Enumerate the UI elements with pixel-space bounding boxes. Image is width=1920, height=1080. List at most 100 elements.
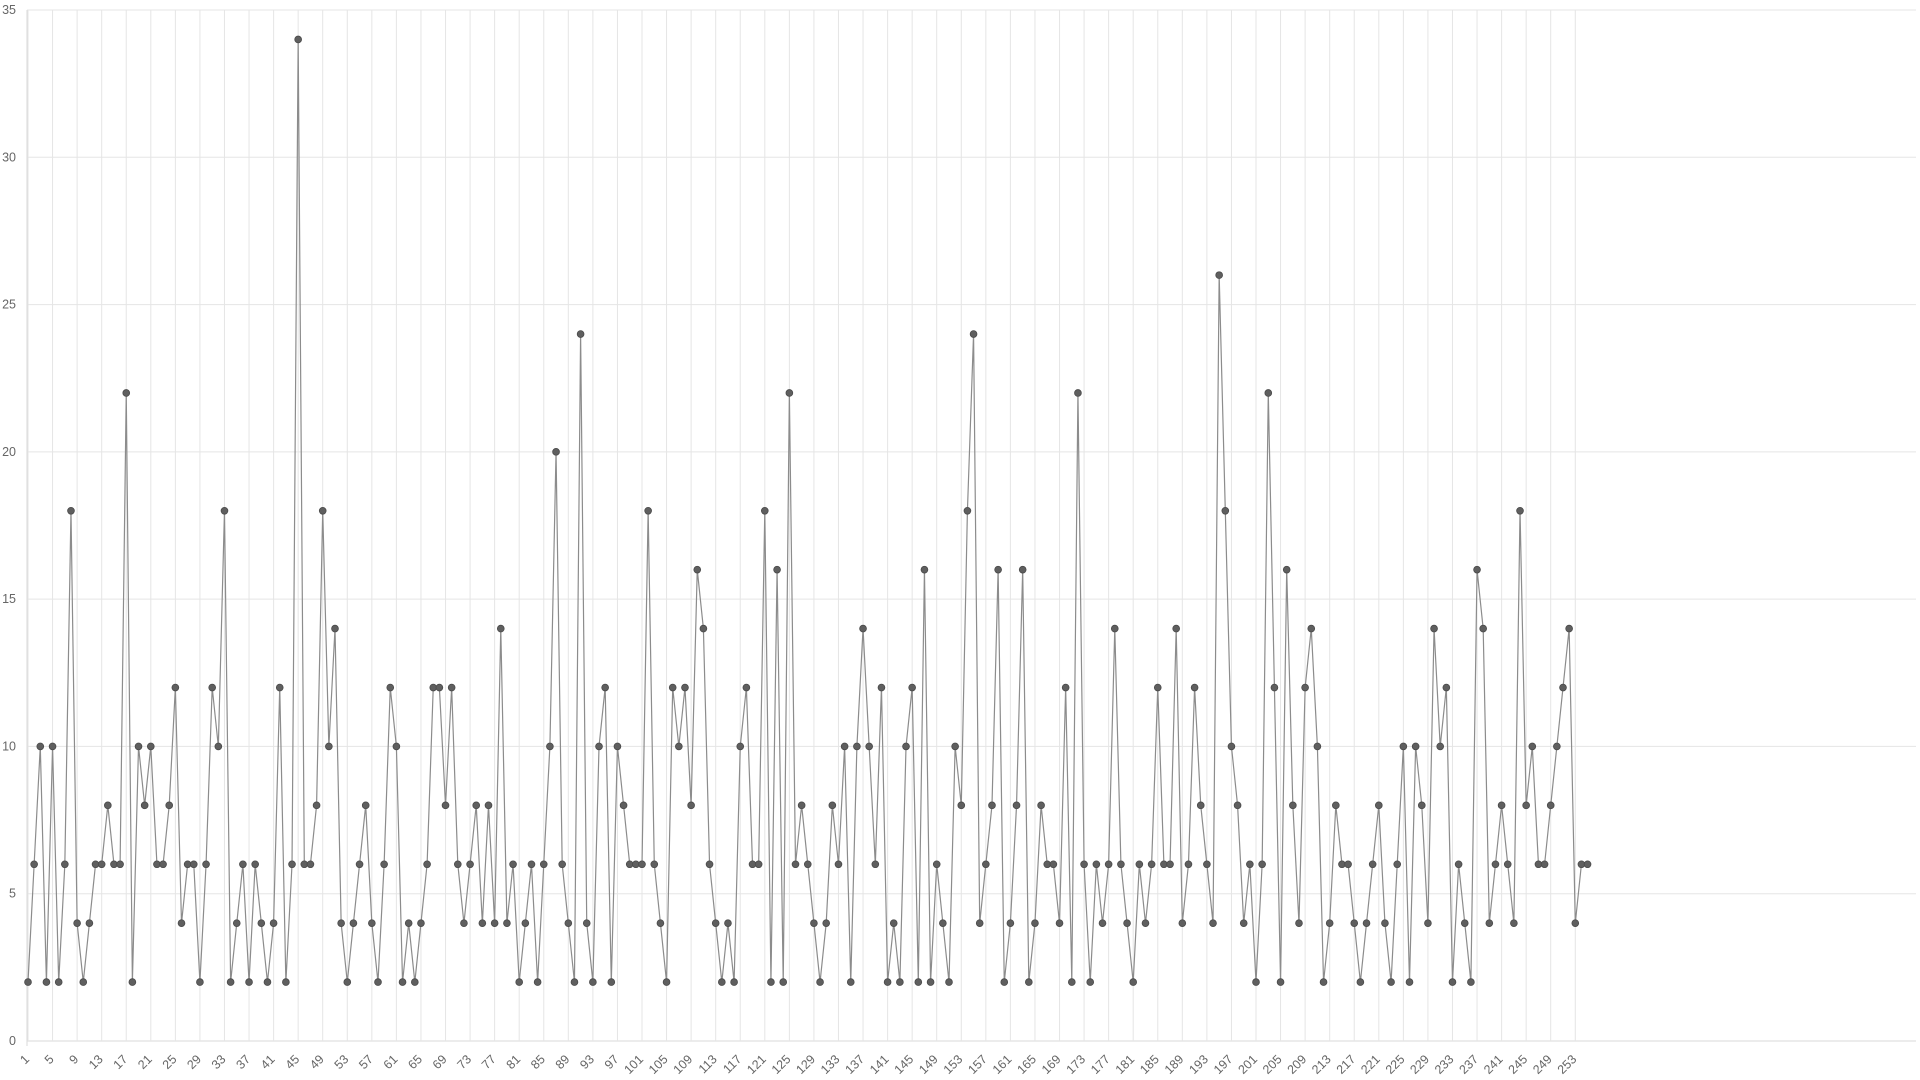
data-point <box>1583 860 1592 869</box>
x-tick-label: 37 <box>233 1052 253 1072</box>
x-tick-label: 93 <box>577 1052 597 1072</box>
x-tick-label: 121 <box>744 1052 769 1077</box>
x-tick-label: 125 <box>769 1052 794 1077</box>
data-point <box>613 742 622 751</box>
x-tick-label: 157 <box>965 1052 990 1077</box>
data-point <box>325 742 333 751</box>
data-point <box>417 919 425 927</box>
data-point <box>1387 978 1395 986</box>
data-point <box>871 860 880 869</box>
x-tick-label: 113 <box>696 1052 720 1076</box>
data-point <box>883 978 892 986</box>
x-tick-label: 249 <box>1530 1052 1555 1077</box>
data-point <box>478 919 487 927</box>
x-tick-label: 169 <box>1039 1052 1064 1077</box>
x-tick-label: 181 <box>1113 1052 1138 1077</box>
data-point <box>1252 978 1260 986</box>
data-point <box>1264 389 1273 397</box>
data-point <box>1553 742 1561 751</box>
x-tick-label: 109 <box>671 1052 696 1077</box>
data-point <box>939 919 947 927</box>
data-point <box>1344 860 1352 869</box>
y-tick-label: 5 <box>9 887 16 901</box>
data-point <box>1325 919 1334 927</box>
data-point <box>159 860 167 869</box>
data-point <box>1086 978 1095 986</box>
x-tick-label: 213 <box>1309 1052 1334 1077</box>
data-point <box>1166 860 1174 869</box>
data-point <box>932 860 941 869</box>
data-point <box>331 624 339 633</box>
x-tick-label: 237 <box>1457 1052 1482 1077</box>
data-point <box>411 978 419 986</box>
x-tick-label: 165 <box>1014 1052 1039 1077</box>
data-point <box>1405 978 1414 986</box>
x-tick-label: 201 <box>1235 1052 1260 1077</box>
data-point <box>564 919 573 927</box>
y-tick-label: 0 <box>9 1034 16 1048</box>
x-tick-label: 133 <box>818 1052 843 1077</box>
x-tick-label: 197 <box>1211 1052 1236 1077</box>
x-tick-label: 205 <box>1260 1052 1285 1077</box>
data-point <box>1393 860 1402 869</box>
data-point <box>1503 860 1512 869</box>
data-point <box>490 919 499 927</box>
data-point <box>257 919 266 927</box>
data-point <box>312 801 321 810</box>
data-point <box>1190 683 1199 692</box>
x-tick-label: 161 <box>990 1052 1015 1077</box>
data-point <box>963 506 972 515</box>
data-point <box>460 919 468 927</box>
data-point <box>803 860 812 869</box>
data-point <box>1350 919 1359 927</box>
data-point <box>1546 801 1555 810</box>
data-point <box>1522 801 1530 810</box>
data-point <box>1510 919 1518 927</box>
data-point <box>1313 742 1322 751</box>
data-point <box>595 742 603 751</box>
data-point <box>1135 860 1144 869</box>
y-gridlines <box>26 9 1916 1046</box>
data-point <box>767 978 775 986</box>
data-point <box>810 919 818 927</box>
data-point <box>527 860 536 869</box>
data-point <box>116 860 124 869</box>
data-point <box>650 860 659 869</box>
data-point <box>834 860 843 869</box>
data-point <box>656 919 665 927</box>
data-point <box>97 860 106 869</box>
x-tick-label: 117 <box>720 1052 744 1076</box>
data-point <box>736 742 745 751</box>
data-point <box>1276 978 1285 986</box>
data-point <box>1080 860 1088 869</box>
data-point <box>1147 860 1156 869</box>
data-point <box>1129 978 1137 986</box>
data-point <box>171 683 180 692</box>
x-tick-label: 81 <box>504 1052 524 1072</box>
data-point <box>1215 271 1223 279</box>
data-point <box>693 565 702 574</box>
data-point <box>1055 919 1064 927</box>
data-point <box>546 742 554 751</box>
data-point <box>24 978 32 986</box>
data-point <box>1227 742 1236 751</box>
x-tick-label: 225 <box>1383 1052 1408 1077</box>
data-point <box>466 860 474 869</box>
data-point <box>392 742 401 751</box>
data-point <box>263 978 272 986</box>
data-point <box>908 683 916 692</box>
x-tick-label: 5 <box>42 1052 57 1067</box>
data-point <box>1307 624 1316 633</box>
data-point <box>558 860 566 869</box>
x-tick-label: 25 <box>160 1052 180 1072</box>
data-point <box>1203 860 1211 869</box>
data-point <box>644 506 652 515</box>
data-point <box>914 978 923 986</box>
x-tick-label: 129 <box>793 1052 818 1077</box>
data-point <box>822 919 830 927</box>
data-point <box>865 742 873 751</box>
data-point <box>484 801 493 810</box>
data-point <box>853 742 861 751</box>
data-point <box>85 919 94 927</box>
